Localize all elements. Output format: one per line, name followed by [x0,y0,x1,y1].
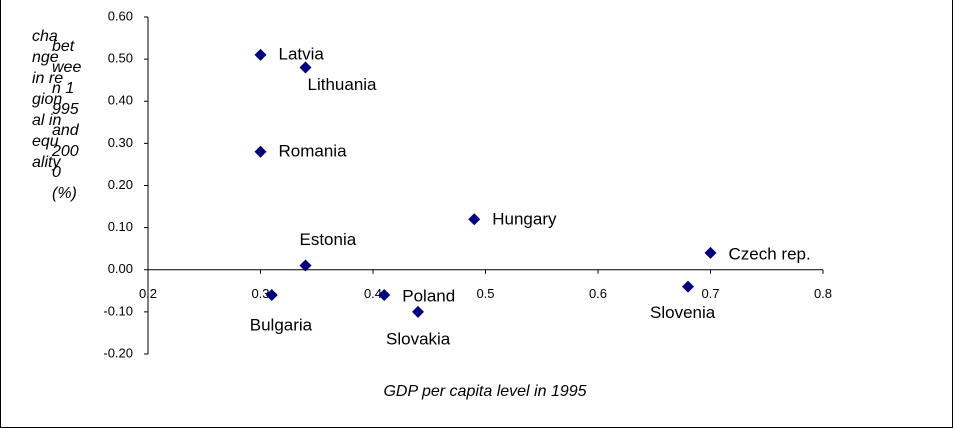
point [682,280,694,293]
y-tick-label: -0.10 [103,303,133,318]
x-axis-title: GDP per capita level in 1995 [383,383,586,400]
point [468,213,481,226]
point [299,259,312,272]
point [265,289,278,302]
point-label: Poland [402,287,455,306]
point [254,48,267,61]
point-label: Estonia [300,230,357,249]
y-tick-label: 0.40 [108,93,133,108]
point-label: Lithuania [308,75,378,94]
point [378,289,391,302]
point-label: Slovakia [386,329,451,348]
x-tick-label: 0.3 [251,286,269,301]
y-tick-label: 0.10 [108,219,133,234]
y-tick-label: 0.20 [108,177,133,192]
point-label: Slovenia [650,303,716,322]
point-label: Romania [279,141,348,160]
point [299,61,312,74]
y-tick-label: 0.60 [108,8,133,23]
y-tick-label: 0.50 [108,51,133,66]
y-tick-label: 0.00 [108,261,133,276]
point-label: Latvia [279,44,325,63]
x-tick-label: 0.2 [139,286,157,301]
point [412,305,424,318]
x-tick-label: 0.6 [589,286,607,301]
y-axis-subtitle: between 1995 and 2000 (%) [52,38,82,202]
y-tick-label: -0.20 [103,345,133,360]
point [704,246,717,259]
x-tick-label: 0.4 [364,286,382,301]
point [254,145,267,158]
point-label: Bulgaria [250,316,313,335]
x-tick-label: 0.5 [476,286,494,301]
point-label: Hungary [492,210,557,229]
x-tick-label: 0.8 [814,286,832,301]
point-label: Czech rep. [729,244,811,263]
x-tick-label: 0.7 [701,286,719,301]
y-axis-title: change in regional inequality [32,28,64,171]
y-tick-label: 0.30 [108,135,133,150]
